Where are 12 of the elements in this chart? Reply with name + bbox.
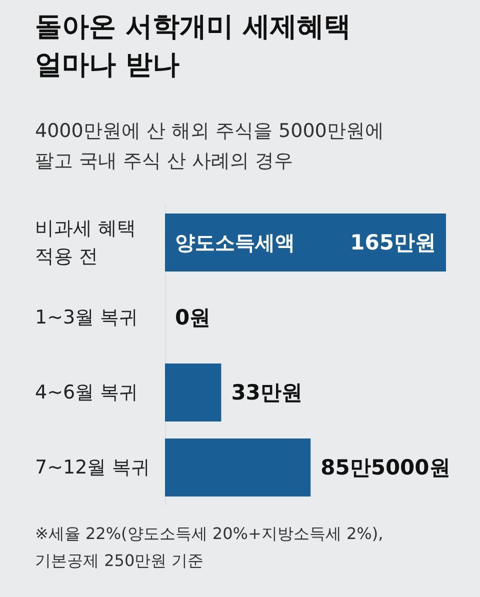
y-tick-label: 4~6월 복귀	[35, 382, 138, 404]
y-tick-label: 비과세 혜택 적용 전	[35, 218, 136, 268]
data-label: 85만5000원	[320, 456, 450, 480]
data-label: 0원	[175, 306, 211, 330]
y-tick-label: 7~12월 복귀	[35, 456, 150, 478]
text: ※세율 22%(양도소득세 20%+지방소득세 2%), 기본공제 250만원 기준	[35, 524, 384, 570]
data-label: 33만원	[231, 380, 302, 404]
annotation: 양도소득세액	[175, 230, 295, 254]
chart-subtitle: 4000만원에 산 해외 주식을 5000만원에 팔고 국내 주식 산 사례의 경우	[35, 120, 384, 172]
data-label: 165만원	[350, 230, 436, 254]
chart-title: 돌아온 서학개미 세제혜택 얼마나 받나	[35, 12, 351, 80]
y-tick-label: 1~3월 복귀	[35, 306, 138, 328]
